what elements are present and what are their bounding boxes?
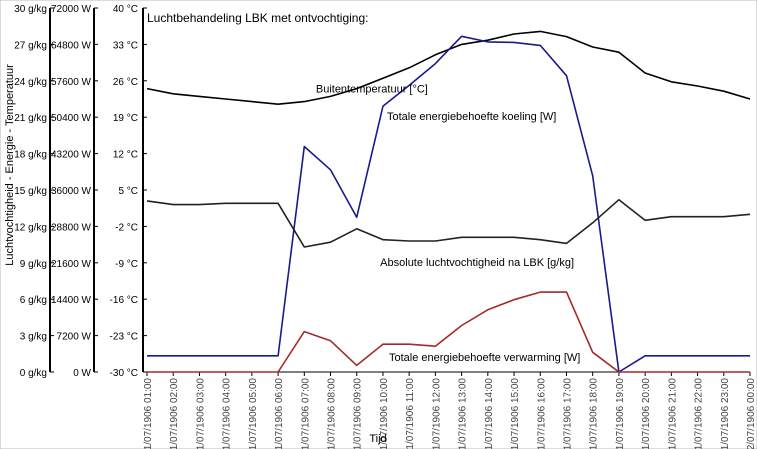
x-tick-label: 1/07/1906 11:00 (405, 378, 416, 449)
energy-tick-label: 0 W (73, 368, 91, 379)
axes: 0 g/kg 3 g/kg 6 g/kg 9 g/kg 12 g/kg 15 g/kg 18… (14, 4, 757, 449)
humidity-tick-label: 30 g/kg (14, 4, 47, 15)
x-tick-label: 1/07/1906 01:00 (143, 378, 154, 449)
series-line-1 (147, 35, 750, 373)
temperature-tick-label: -2 °C (115, 222, 138, 233)
humidity-tick-label: 24 g/kg (14, 77, 47, 88)
series-annotation-2: Absolute luchtvochtigheid na LBK [g/kg] (380, 257, 574, 269)
humidity-tick-label: 6 g/kg (20, 295, 47, 306)
x-tick-label: 1/07/1906 15:00 (510, 378, 521, 449)
temperature-tick-label: -23 °C (110, 332, 138, 343)
x-tick-label: 1/07/1906 14:00 (484, 378, 495, 449)
temperature-tick-label: 12 °C (113, 150, 138, 161)
chart-title: Luchtbehandeling LBK met ontvochtiging: (147, 11, 369, 25)
x-tick-label: 1/07/1906 21:00 (667, 378, 678, 449)
temperature-tick-label: 26 °C (113, 77, 138, 88)
energy-tick-label: 50400 W (51, 113, 92, 124)
energy-tick-label: 7200 W (57, 332, 92, 343)
energy-tick-label: 43200 W (51, 150, 92, 161)
temperature-tick-label: 19 °C (113, 113, 138, 124)
y-axis-title: Luchtvochtigheid - Energie - Temperatuur (4, 64, 16, 266)
x-tick-label: 1/07/1906 12:00 (431, 378, 442, 449)
humidity-tick-label: 0 g/kg (20, 368, 47, 379)
series-annotation-0: Buitentemperatuur [°C] (316, 84, 428, 96)
humidity-tick-label: 18 g/kg (14, 150, 47, 161)
series-lines (146, 30, 751, 373)
series-line-3 (147, 291, 750, 373)
energy-tick-label: 72000 W (51, 4, 92, 15)
humidity-tick-label: 3 g/kg (20, 332, 47, 343)
energy-tick-label: 64800 W (51, 40, 92, 51)
x-tick-label: 1/07/1906 07:00 (300, 378, 311, 449)
x-tick-label: 1/07/1906 23:00 (720, 378, 731, 449)
x-axis-title: Tijd (369, 433, 386, 445)
x-tick-label: 1/07/1906 13:00 (458, 378, 469, 449)
temperature-tick-label: 40 °C (113, 4, 138, 15)
energy-tick-label: 36000 W (51, 186, 92, 197)
series-annotation-3: Totale energiebehoefte verwarming [W] (389, 352, 580, 364)
temperature-tick-label: -9 °C (115, 259, 138, 270)
humidity-tick-label: 21 g/kg (14, 113, 47, 124)
humidity-tick-label: 9 g/kg (20, 259, 47, 270)
x-tick-label: 1/07/1906 09:00 (353, 378, 364, 449)
temperature-tick-label: 5 °C (118, 186, 138, 197)
x-tick-label: 1/07/1906 22:00 (694, 378, 705, 449)
series-annotation-1: Totale energiebehoefte koeling [W] (387, 111, 556, 123)
x-tick-label: 1/07/1906 18:00 (589, 378, 600, 449)
x-tick-label: 1/07/1906 06:00 (274, 378, 285, 449)
x-tick-label: 1/07/1906 20:00 (641, 378, 652, 449)
temperature-tick-label: -16 °C (110, 295, 138, 306)
x-tick-label: 1/07/1906 02:00 (169, 378, 180, 449)
x-tick-label: 1/07/1906 04:00 (222, 378, 233, 449)
energy-tick-label: 57600 W (51, 77, 92, 88)
x-tick-label: 1/07/1906 03:00 (195, 378, 206, 449)
x-tick-label: 1/07/1906 05:00 (248, 378, 259, 449)
x-tick-label: 1/07/1906 10:00 (379, 378, 390, 449)
x-tick-label: 1/07/1906 17:00 (562, 378, 573, 449)
x-tick-label: 1/07/1906 08:00 (327, 378, 338, 449)
energy-tick-label: 28800 W (51, 222, 92, 233)
humidity-tick-label: 12 g/kg (14, 222, 47, 233)
energy-tick-label: 21600 W (51, 259, 92, 270)
x-tick-label: 2/07/1906 00:00 (746, 378, 757, 449)
x-tick-label: 1/07/1906 19:00 (615, 378, 626, 449)
humidity-tick-label: 15 g/kg (14, 186, 47, 197)
energy-tick-label: 14400 W (51, 295, 92, 306)
chart-labels: Luchtbehandeling LBK met ontvochtiging: … (4, 11, 580, 445)
humidity-tick-label: 27 g/kg (14, 40, 47, 51)
x-tick-label: 1/07/1906 16:00 (536, 378, 547, 449)
temperature-tick-label: 33 °C (113, 40, 138, 51)
temperature-tick-label: -30 °C (110, 368, 138, 379)
series-line-2 (146, 198, 751, 248)
